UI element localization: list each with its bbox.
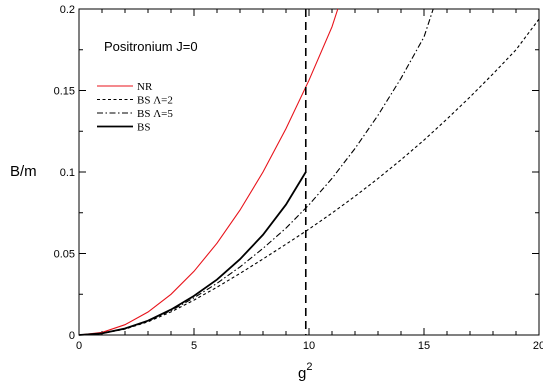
tick-marks bbox=[78, 8, 540, 336]
x-axis-title-superscript: 2 bbox=[306, 361, 312, 373]
x-tick-labels: 0 5 10 15 20 bbox=[76, 340, 543, 352]
x-tick-label: 15 bbox=[418, 340, 430, 352]
y-axis-title: B/m bbox=[10, 163, 37, 180]
legend-label-1: BS Λ=2 bbox=[137, 95, 173, 107]
x-axis-title-base: g bbox=[298, 365, 306, 382]
y-tick-label: 0.1 bbox=[60, 167, 75, 179]
series-line-0 bbox=[78, 8, 339, 336]
y-tick-label: 0.15 bbox=[54, 86, 75, 98]
x-tick-label: 0 bbox=[76, 340, 82, 352]
legend-label-3: BS bbox=[137, 122, 150, 134]
series-line-3 bbox=[78, 171, 307, 336]
legend-label-0: NR bbox=[137, 81, 153, 93]
y-tick-label: 0.2 bbox=[60, 4, 75, 16]
annotation-text: Positronium J=0 bbox=[104, 39, 198, 54]
y-tick-label: 0.05 bbox=[54, 249, 75, 261]
legend-label-2: BS Λ=5 bbox=[137, 108, 173, 120]
y-tick-label: 0 bbox=[69, 330, 75, 342]
series-line-1 bbox=[78, 18, 540, 336]
x-tick-label: 20 bbox=[533, 340, 543, 352]
plot-frame bbox=[78, 8, 540, 336]
x-tick-label: 5 bbox=[191, 340, 197, 352]
x-axis-title: g2 bbox=[298, 361, 312, 382]
series-line-2 bbox=[78, 8, 434, 336]
legend: NR BS Λ=2BS Λ=5 BS bbox=[97, 81, 173, 134]
series-layer bbox=[78, 8, 540, 336]
x-tick-label: 10 bbox=[303, 340, 315, 352]
y-tick-labels: 0 0.05 0.1 0.15 0.2 bbox=[54, 4, 75, 342]
